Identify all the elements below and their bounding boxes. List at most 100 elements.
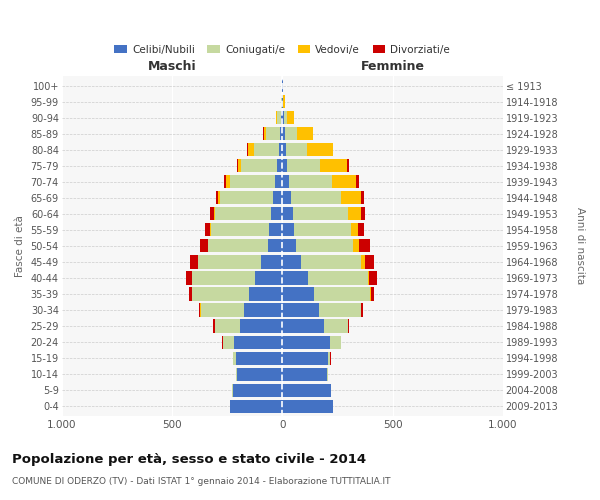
Bar	[282, 384, 331, 397]
Bar	[244, 304, 282, 316]
Bar	[368, 272, 370, 284]
Bar	[282, 352, 328, 364]
Bar	[277, 111, 281, 124]
Bar	[188, 288, 191, 300]
Bar	[331, 336, 341, 348]
Bar	[192, 272, 254, 284]
Bar	[277, 159, 282, 172]
Text: Maschi: Maschi	[148, 60, 196, 72]
Bar	[268, 240, 282, 252]
Bar	[282, 288, 314, 300]
Bar	[284, 111, 287, 124]
Bar	[224, 175, 226, 188]
Bar	[282, 224, 294, 236]
Bar	[301, 256, 361, 268]
Bar	[294, 224, 350, 236]
Bar	[282, 159, 287, 172]
Bar	[236, 352, 282, 364]
Bar	[349, 208, 361, 220]
Bar	[211, 224, 269, 236]
Bar	[361, 191, 364, 204]
Bar	[241, 159, 277, 172]
Bar	[324, 320, 347, 332]
Bar	[296, 240, 353, 252]
Bar	[271, 208, 282, 220]
Bar	[215, 191, 218, 204]
Bar	[350, 224, 358, 236]
Y-axis label: Fasce di età: Fasce di età	[15, 215, 25, 277]
Text: Femmine: Femmine	[361, 60, 425, 72]
Bar	[287, 111, 294, 124]
Bar	[307, 143, 332, 156]
Bar	[215, 320, 241, 332]
Bar	[230, 400, 282, 413]
Bar	[282, 95, 283, 108]
Bar	[327, 368, 328, 380]
Bar	[241, 320, 282, 332]
Bar	[282, 111, 284, 124]
Bar	[247, 143, 248, 156]
Bar	[280, 127, 282, 140]
Bar	[282, 336, 331, 348]
Bar	[215, 208, 271, 220]
Bar	[282, 175, 289, 188]
Bar	[348, 320, 349, 332]
Bar	[283, 95, 284, 108]
Bar	[237, 368, 282, 380]
Bar	[282, 368, 327, 380]
Bar	[226, 175, 230, 188]
Bar	[234, 336, 282, 348]
Bar	[282, 240, 296, 252]
Bar	[371, 288, 374, 300]
Bar	[282, 208, 293, 220]
Bar	[263, 127, 266, 140]
Bar	[286, 143, 307, 156]
Bar	[289, 175, 332, 188]
Bar	[233, 384, 282, 397]
Bar	[328, 352, 331, 364]
Bar	[359, 240, 370, 252]
Bar	[341, 191, 361, 204]
Bar	[370, 288, 371, 300]
Bar	[222, 336, 223, 348]
Bar	[282, 143, 286, 156]
Bar	[190, 256, 198, 268]
Bar	[210, 208, 214, 220]
Bar	[249, 288, 282, 300]
Bar	[266, 127, 280, 140]
Y-axis label: Anni di nascita: Anni di nascita	[575, 208, 585, 284]
Bar	[208, 240, 268, 252]
Bar	[285, 127, 297, 140]
Bar	[236, 368, 237, 380]
Bar	[356, 175, 359, 188]
Bar	[238, 159, 241, 172]
Bar	[279, 143, 282, 156]
Bar	[282, 400, 333, 413]
Bar	[214, 208, 215, 220]
Bar	[186, 272, 191, 284]
Bar	[281, 111, 282, 124]
Bar	[237, 159, 238, 172]
Bar	[282, 191, 291, 204]
Bar	[308, 272, 368, 284]
Bar	[199, 256, 262, 268]
Legend: Celibi/Nubili, Coniugati/e, Vedovi/e, Divorziati/e: Celibi/Nubili, Coniugati/e, Vedovi/e, Di…	[110, 40, 454, 59]
Bar	[282, 127, 285, 140]
Bar	[361, 304, 363, 316]
Bar	[220, 191, 273, 204]
Bar	[269, 224, 282, 236]
Bar	[353, 240, 359, 252]
Bar	[233, 352, 236, 364]
Bar	[230, 175, 275, 188]
Bar	[214, 320, 215, 332]
Bar	[282, 272, 308, 284]
Bar	[287, 159, 320, 172]
Bar	[254, 143, 279, 156]
Bar	[320, 159, 347, 172]
Bar	[347, 159, 349, 172]
Bar	[273, 191, 282, 204]
Text: COMUNE DI ODERZO (TV) - Dati ISTAT 1° gennaio 2014 - Elaborazione TUTTITALIA.IT: COMUNE DI ODERZO (TV) - Dati ISTAT 1° ge…	[12, 478, 391, 486]
Bar	[358, 224, 364, 236]
Bar	[297, 127, 313, 140]
Bar	[275, 175, 282, 188]
